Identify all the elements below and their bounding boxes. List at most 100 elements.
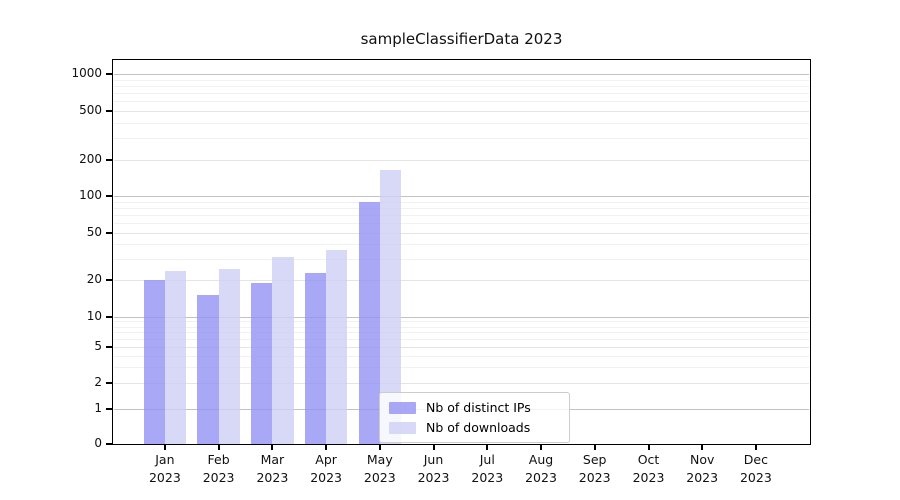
y-tick-label: 20 (86, 272, 102, 286)
legend-swatch-distinct-ips (389, 401, 416, 414)
x-tick-label-month: May (366, 452, 393, 467)
y-tick-label: 1000 (71, 66, 102, 80)
y-tick-label: 1 (94, 400, 102, 415)
x-tick-mark (217, 445, 220, 450)
x-tick-label: Sep 2023 (557, 451, 633, 487)
y-tick-mark (106, 279, 112, 281)
x-tick-label-year: 2023 (417, 470, 450, 485)
minor-gridline (114, 92, 809, 94)
major-gridline (114, 347, 809, 349)
x-tick-label-year: 2023 (525, 470, 557, 485)
x-tick-label-year: 2023 (148, 470, 181, 485)
x-tick-label-month: Oct (637, 452, 660, 467)
legend: Nb of distinct IPs Nb of downloads (379, 392, 570, 443)
legend-row: Nb of distinct IPs (389, 400, 559, 415)
x-tick-mark (647, 445, 650, 450)
bar-downloads-apr (326, 249, 348, 444)
y-tick-label: 50 (86, 224, 102, 239)
x-tick-mark (378, 445, 381, 450)
x-tick-mark (163, 445, 166, 450)
x-tick-mark (271, 445, 274, 450)
y-tick-mark (106, 315, 112, 318)
minor-gridline (114, 321, 809, 323)
major-gridline (114, 110, 809, 112)
bar-downloads-mar (272, 257, 294, 444)
y-tick-label: 200 (79, 151, 102, 166)
major-gridline (114, 280, 809, 281)
y-tick-mark (106, 346, 112, 349)
x-tick-label-year: 2023 (363, 470, 396, 485)
x-tick-label: Oct 2023 (611, 451, 687, 487)
x-tick-mark (540, 445, 542, 450)
minor-gridline (114, 101, 809, 102)
bar-downloads-may (379, 169, 401, 444)
y-tick-label: 0 (94, 436, 102, 450)
x-tick-label-month: Jul (479, 452, 495, 467)
x-tick-label-year: 2023 (256, 470, 289, 485)
x-tick-label-month: Nov (689, 452, 715, 467)
minor-gridline (114, 332, 809, 334)
legend-row: Nb of downloads (389, 420, 559, 435)
major-gridline (114, 232, 809, 234)
decade-gridline (114, 74, 809, 75)
decade-gridline (114, 316, 809, 318)
minor-gridline (114, 244, 809, 246)
x-tick-label-year: 2023 (471, 470, 504, 485)
x-tick-mark (593, 445, 596, 450)
x-tick-label-month: Jan (155, 452, 175, 467)
x-tick-label: Dec 2023 (718, 451, 794, 487)
x-tick-label-year: 2023 (578, 470, 611, 485)
minor-gridline (114, 259, 809, 261)
x-tick-label: Jun 2023 (396, 451, 472, 487)
minor-gridline (114, 201, 809, 203)
bar-distinct-ips-mar (251, 282, 273, 444)
y-tick-mark (106, 73, 112, 75)
x-tick-label-month: Apr (315, 452, 337, 467)
x-tick-label: Nov 2023 (664, 451, 740, 487)
x-tick-label-month: Sep (582, 452, 607, 467)
x-tick-label: Aug 2023 (503, 451, 579, 487)
x-tick-mark (754, 445, 757, 450)
y-tick-mark (106, 109, 112, 112)
x-tick-label: Feb 2023 (181, 451, 257, 487)
x-tick-label: May 2023 (342, 451, 418, 487)
decade-gridline (114, 196, 809, 197)
y-tick-label: 2 (94, 374, 102, 389)
y-tick-mark (106, 195, 112, 197)
x-tick-label-month: Jun (423, 452, 444, 467)
major-gridline (114, 382, 809, 384)
minor-gridline (114, 223, 809, 224)
x-tick-mark (325, 445, 328, 450)
y-tick-label: 10 (86, 308, 102, 323)
bar-distinct-ips-jan (143, 280, 165, 444)
y-tick-mark (106, 381, 112, 384)
bar-distinct-ips-may (358, 201, 380, 444)
bar-distinct-ips-apr (304, 272, 327, 444)
minor-gridline (114, 207, 809, 209)
bar-downloads-feb (218, 268, 240, 444)
y-tick-label: 100 (79, 188, 102, 202)
minor-gridline (114, 79, 809, 81)
minor-gridline (114, 339, 809, 341)
minor-gridline (114, 355, 809, 357)
legend-label: Nb of downloads (426, 420, 531, 435)
y-tick-mark (106, 158, 112, 161)
minor-gridline (114, 85, 809, 87)
y-tick-mark (106, 231, 112, 234)
x-tick-label: Mar 2023 (234, 451, 310, 487)
x-tick-label-month: Mar (260, 452, 285, 467)
x-tick-mark (486, 445, 489, 450)
legend-swatch-downloads (389, 421, 416, 434)
x-tick-label-year: 2023 (310, 470, 342, 485)
bar-distinct-ips-feb (197, 295, 219, 444)
x-tick-label-year: 2023 (202, 470, 235, 485)
x-tick-label: Apr 2023 (288, 451, 364, 487)
x-tick-mark (432, 445, 435, 450)
chart-title: sampleClassifierData 2023 (360, 30, 563, 48)
minor-gridline (114, 214, 809, 216)
x-tick-label-month: Aug (528, 452, 554, 467)
major-gridline (114, 159, 809, 161)
y-tick-mark (106, 443, 112, 445)
x-tick-mark (701, 445, 704, 450)
